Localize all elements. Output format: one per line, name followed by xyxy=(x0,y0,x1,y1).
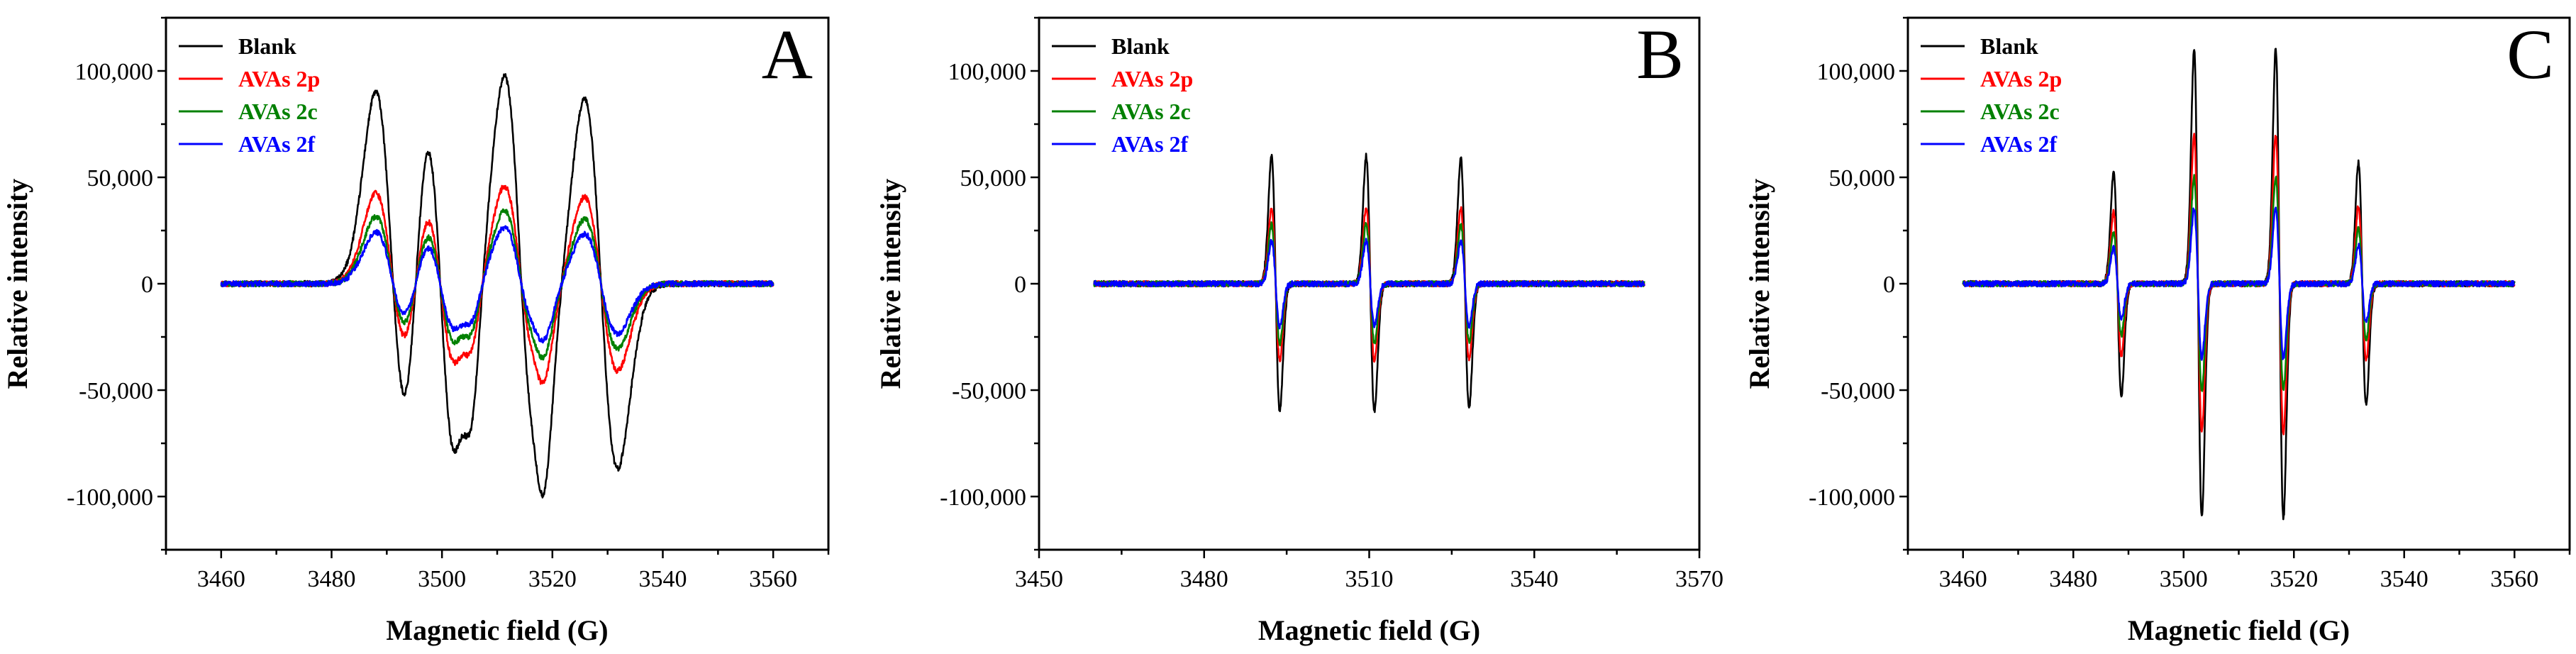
y-tick-label: 100,000 xyxy=(948,59,1027,85)
x-tick-label: 3540 xyxy=(2380,566,2428,592)
legend-label: AVAs 2c xyxy=(238,99,318,124)
x-axis-title: Magnetic field (G) xyxy=(386,614,608,646)
y-tick-label: 0 xyxy=(1014,272,1026,298)
x-axis-title: Magnetic field (G) xyxy=(2128,614,2350,646)
y-tick-label: 0 xyxy=(141,272,153,298)
y-tick-label: -50,000 xyxy=(1821,378,1895,404)
y-tick-label: 50,000 xyxy=(1829,165,1896,192)
y-tick-label: 50,000 xyxy=(87,165,154,192)
legend-label: AVAs 2c xyxy=(1111,99,1191,124)
x-tick-label: 3480 xyxy=(308,566,356,592)
y-axis-title: Relative intensity xyxy=(1743,179,1775,389)
legend-label: Blank xyxy=(1111,33,1170,59)
x-tick-label: 3540 xyxy=(1510,566,1558,592)
legend-label: AVAs 2p xyxy=(1111,66,1193,92)
legend-label: AVAs 2c xyxy=(1980,99,2060,124)
y-axis-title: Relative intensity xyxy=(875,179,906,389)
x-tick-label: 3540 xyxy=(639,566,687,592)
y-tick-label: -50,000 xyxy=(79,378,153,404)
series-line-avas-2f xyxy=(1962,206,2515,361)
y-tick-label: -100,000 xyxy=(67,484,153,511)
legend-label: Blank xyxy=(1980,33,2038,59)
x-tick-label: 3480 xyxy=(2049,566,2097,592)
y-tick-label: 100,000 xyxy=(1817,59,1896,85)
legend-label: AVAs 2f xyxy=(238,131,316,157)
x-tick-label: 3450 xyxy=(1015,566,1063,592)
legend-label: AVAs 2f xyxy=(1111,131,1189,157)
legend-label: AVAs 2p xyxy=(1980,66,2062,92)
x-tick-label: 3520 xyxy=(528,566,577,592)
series-line-avas-2f xyxy=(220,225,775,344)
chart-panel-b: 3450 3480 3510 3540 3570 -100,000 -50,000 0 50,0… xyxy=(875,15,1723,646)
y-tick-label: -100,000 xyxy=(940,484,1026,511)
panel-label: B xyxy=(1636,15,1684,94)
x-axis-title: Magnetic field (G) xyxy=(1258,614,1480,646)
y-tick-label: 0 xyxy=(1883,272,1895,298)
chart-panel-c: 3460 3480 3500 3520 3540 3560 -100,000 -50,000 0… xyxy=(1743,15,2571,646)
x-tick-label: 3520 xyxy=(2270,566,2318,592)
x-tick-label: 3500 xyxy=(418,566,466,592)
series-line-avas-2f xyxy=(1093,238,1645,330)
panel-label: C xyxy=(2506,15,2554,94)
y-tick-label: -100,000 xyxy=(1809,484,1895,511)
panel-label: A xyxy=(762,15,813,94)
legend-label: AVAs 2p xyxy=(238,66,320,92)
x-tick-label: 3460 xyxy=(197,566,245,592)
chart-panel-a: 3460 3480 3500 3520 3540 3560 -100,000 -50,000 0… xyxy=(1,15,830,646)
x-tick-label: 3560 xyxy=(749,566,797,592)
legend-label: Blank xyxy=(238,33,296,59)
x-tick-label: 3560 xyxy=(2490,566,2538,592)
x-tick-label: 3510 xyxy=(1345,566,1394,592)
x-tick-label: 3570 xyxy=(1675,566,1723,592)
y-tick-label: 50,000 xyxy=(960,165,1027,192)
y-tick-label: -50,000 xyxy=(952,378,1026,404)
x-tick-label: 3500 xyxy=(2160,566,2208,592)
y-tick-label: 100,000 xyxy=(75,59,154,85)
x-tick-label: 3480 xyxy=(1180,566,1228,592)
y-axis-title: Relative intensity xyxy=(1,179,33,389)
x-tick-label: 3460 xyxy=(1939,566,1987,592)
legend-label: AVAs 2f xyxy=(1980,131,2058,157)
